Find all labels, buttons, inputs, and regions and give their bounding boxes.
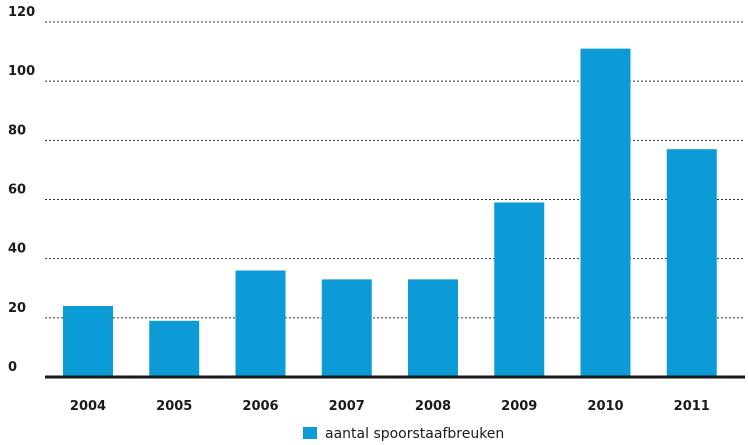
bar-2008: [408, 279, 458, 377]
x-axis-ticks: 2004 2005 2006 2007 2008 2009 2010 2011: [70, 399, 710, 414]
y-tick-label: 100: [8, 64, 35, 79]
y-tick-label: 120: [8, 5, 35, 20]
legend-label: aantal spoorstaafbreuken: [325, 426, 504, 442]
x-tick-label: 2006: [242, 399, 278, 414]
bars: [63, 48, 717, 377]
y-tick-label: 40: [8, 242, 26, 257]
y-tick-label: 60: [8, 183, 26, 198]
x-tick-label: 2008: [415, 399, 451, 414]
y-tick-label: 80: [8, 123, 26, 138]
x-tick-label: 2004: [70, 399, 106, 414]
x-tick-label: 2005: [156, 399, 192, 414]
y-tick-label: 0: [8, 360, 17, 375]
y-tick-label: 20: [8, 301, 26, 316]
bar-2004: [63, 306, 113, 377]
x-tick-label: 2009: [501, 399, 537, 414]
gridlines: [45, 21, 745, 319]
legend-swatch: [303, 427, 317, 439]
bar-2006: [235, 270, 286, 377]
bar-2007: [321, 279, 372, 377]
x-tick-label: 2007: [329, 399, 365, 414]
x-tick-label: 2011: [674, 399, 710, 414]
bar-2009: [494, 202, 545, 377]
y-axis-ticks: 0 20 40 60 80 100 120: [8, 5, 35, 375]
bar-2011: [666, 149, 717, 377]
bar-2010: [580, 48, 631, 377]
x-tick-label: 2010: [587, 399, 623, 414]
bar-2005: [149, 320, 200, 377]
legend: aantal spoorstaafbreuken: [303, 426, 504, 442]
